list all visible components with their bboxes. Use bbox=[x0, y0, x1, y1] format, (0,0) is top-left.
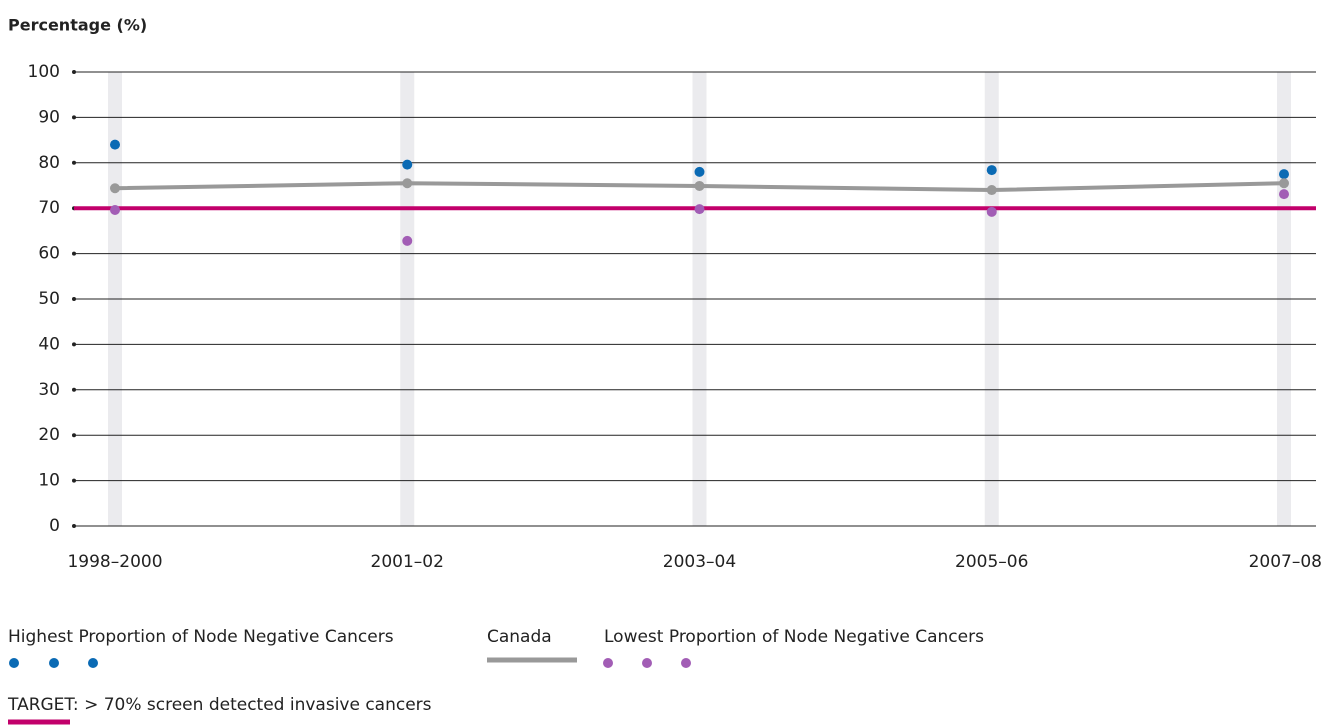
series-point bbox=[402, 159, 413, 170]
series-point bbox=[1279, 189, 1289, 200]
y-tick-label: 40 bbox=[38, 334, 60, 354]
legend-swatch bbox=[603, 658, 613, 668]
tick-mark bbox=[72, 478, 76, 483]
tick-mark bbox=[72, 251, 76, 256]
y-tick-label: 80 bbox=[38, 153, 60, 173]
y-tick-label: 50 bbox=[38, 289, 60, 309]
tick-mark bbox=[72, 342, 76, 347]
y-tick-label: 60 bbox=[38, 244, 60, 264]
series-point bbox=[110, 205, 120, 216]
series-point bbox=[694, 204, 705, 215]
tick-mark bbox=[72, 387, 76, 392]
tick-mark bbox=[72, 524, 76, 528]
legend-swatch bbox=[88, 658, 98, 668]
series-point bbox=[110, 183, 120, 194]
legend: Highest Proportion of Node Negative Canc… bbox=[7, 627, 984, 725]
y-tick-label: 70 bbox=[38, 198, 60, 218]
series-point bbox=[110, 139, 120, 150]
x-tick-label: 2003–04 bbox=[663, 552, 736, 572]
series-point bbox=[402, 178, 413, 189]
series-point bbox=[986, 206, 997, 217]
y-tick-label: 10 bbox=[38, 471, 60, 491]
legend-label: Highest Proportion of Node Negative Canc… bbox=[8, 627, 394, 647]
legend-label: Lowest Proportion of Node Negative Cance… bbox=[604, 627, 984, 647]
x-tick-label: 2001–02 bbox=[371, 552, 444, 572]
y-tick-label: 90 bbox=[38, 107, 60, 127]
legend-swatch bbox=[681, 658, 691, 668]
tick-mark bbox=[72, 433, 76, 438]
legend-swatch bbox=[49, 658, 59, 668]
tick-mark bbox=[72, 160, 76, 165]
tick-mark bbox=[72, 297, 76, 301]
series-point bbox=[402, 235, 413, 246]
series-point bbox=[1279, 169, 1289, 180]
tick-mark bbox=[72, 70, 76, 74]
series-point bbox=[1279, 178, 1289, 189]
y-tick-label: 100 bbox=[28, 62, 60, 82]
legend-swatch bbox=[642, 658, 652, 668]
legend-label: Canada bbox=[487, 627, 552, 647]
legend-label: TARGET: > 70% screen detected invasive c… bbox=[7, 695, 432, 715]
legend-swatch bbox=[9, 658, 19, 668]
y-tick-label: 20 bbox=[38, 425, 60, 445]
x-tick-label: 2005–06 bbox=[955, 552, 1028, 572]
y-axis-title: Percentage (%) bbox=[8, 16, 147, 35]
y-tick-label: 30 bbox=[38, 380, 60, 400]
series-point bbox=[694, 180, 705, 191]
tick-mark bbox=[72, 115, 76, 120]
y-tick-label: 0 bbox=[49, 516, 60, 536]
series-point bbox=[986, 185, 997, 196]
x-tick-label: 2007–08 bbox=[1249, 552, 1322, 572]
series-point bbox=[986, 165, 997, 176]
series-point bbox=[694, 166, 705, 177]
x-tick-label: 1998–2000 bbox=[67, 552, 162, 572]
